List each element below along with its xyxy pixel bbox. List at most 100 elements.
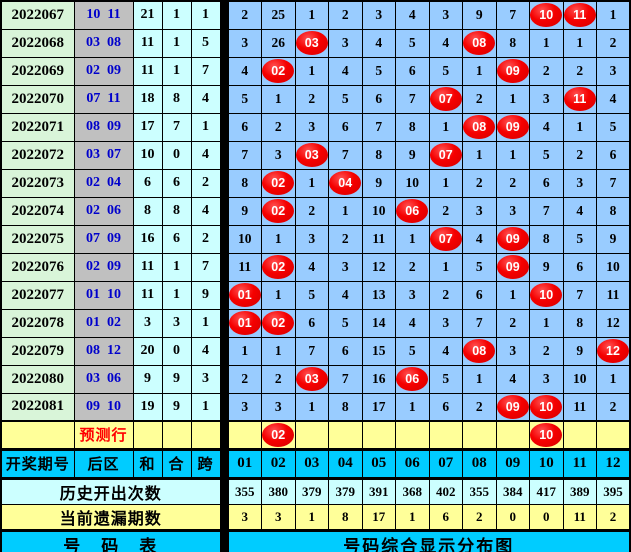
miss-count-cell: 5 — [395, 336, 430, 366]
number-column-header: 06 — [395, 447, 430, 480]
miss-count-cell: 9 — [562, 336, 597, 366]
drawn-ball-cell: 07 — [428, 140, 463, 170]
drawn-ball-cell: 07 — [428, 224, 463, 254]
miss-count-cell: 3 — [227, 392, 262, 422]
span-cell: 4 — [190, 336, 221, 366]
back-zone-cell: 09 10 — [73, 392, 134, 422]
red-ball: 03 — [295, 31, 328, 55]
miss-count-cell: 6 — [227, 112, 262, 142]
miss-count-cell: 4 — [529, 112, 564, 142]
red-ball: 02 — [262, 171, 295, 195]
miss-count-cell: 1 — [428, 112, 463, 142]
miss-count-cell: 2 — [562, 140, 597, 170]
span-cell: 1 — [190, 308, 221, 338]
back-zone-cell: 02 09 — [73, 252, 134, 282]
header-combine: 合 — [161, 447, 192, 480]
miss-count-cell: 3 — [428, 308, 463, 338]
miss-count-cell: 3 — [495, 196, 530, 226]
miss-count-cell: 9 — [361, 168, 396, 198]
miss-count-cell: 2 — [596, 392, 631, 422]
span-cell: 4 — [190, 140, 221, 170]
miss-count-cell: 4 — [596, 84, 631, 114]
prediction-cell — [294, 420, 329, 450]
miss-count-cell: 2 — [495, 308, 530, 338]
drawn-ball-cell: 11 — [562, 84, 597, 114]
miss-count-cell: 4 — [361, 28, 396, 58]
miss-count-cell: 3 — [562, 168, 597, 198]
miss-count-cell: 4 — [462, 224, 497, 254]
combine-cell: 1 — [161, 28, 192, 58]
miss-count-cell: 7 — [328, 140, 363, 170]
section-divider — [219, 0, 229, 552]
miss-count-cell: 5 — [529, 140, 564, 170]
drawn-ball-cell: 10 — [529, 392, 564, 422]
miss-count-cell: 4 — [495, 364, 530, 394]
drawn-ball-cell: 09 — [495, 392, 530, 422]
miss-count-cell: 3 — [261, 392, 296, 422]
back-zone-cell: 01 10 — [73, 280, 134, 310]
period-cell: 2022076 — [0, 252, 75, 282]
miss-period-cell: 0 — [495, 503, 530, 531]
miss-count-cell: 11 — [227, 252, 262, 282]
table-row: 2022077 01 10 11 1 9 01 1 5 4 13 3 2 6 1 10 7 11 — [0, 280, 631, 310]
drawn-ball-cell: 02 — [261, 252, 296, 282]
combine-cell: 8 — [161, 196, 192, 226]
miss-count-cell: 1 — [529, 28, 564, 58]
miss-count-cell: 26 — [261, 28, 296, 58]
miss-count-cell: 1 — [462, 56, 497, 86]
miss-count-cell: 1 — [596, 364, 631, 394]
red-ball: 10 — [530, 3, 563, 28]
miss-count-cell: 3 — [227, 28, 262, 58]
back-zone-cell: 07 11 — [73, 84, 134, 114]
drawn-ball-cell: 10 — [529, 280, 564, 310]
red-ball: 02 — [262, 423, 295, 447]
number-column-header: 02 — [261, 447, 296, 480]
miss-count-cell: 7 — [227, 140, 262, 170]
miss-count-cell: 2 — [428, 196, 463, 226]
miss-count-cell: 7 — [328, 364, 363, 394]
table-row: 2022075 07 09 16 6 2 10 1 3 2 11 1 07 4 09 8 5 9 — [0, 224, 631, 254]
miss-count-cell: 7 — [462, 308, 497, 338]
current-miss-row: 当前遗漏期数 3 3 1 8 17 1 6 2 0 0 11 2 — [0, 503, 631, 531]
prediction-period-cell — [0, 420, 75, 450]
history-count-row: 历史开出次数 355 380 379 379 391 368 402 355 384 417 389 3… — [0, 477, 631, 505]
miss-count-cell: 7 — [495, 0, 530, 30]
red-ball: 11 — [563, 87, 596, 111]
header-back-zone: 后区 — [73, 447, 134, 480]
miss-count-cell: 3 — [428, 0, 463, 30]
miss-count-cell: 15 — [361, 336, 396, 366]
miss-count-cell: 2 — [428, 280, 463, 310]
miss-count-cell: 1 — [596, 0, 631, 30]
miss-count-cell: 3 — [529, 84, 564, 114]
history-count-cell: 380 — [261, 477, 296, 505]
red-ball: 06 — [396, 199, 429, 223]
back-zone-cell: 03 06 — [73, 364, 134, 394]
miss-count-cell: 17 — [361, 392, 396, 422]
miss-count-cell: 1 — [294, 0, 329, 30]
miss-count-cell: 2 — [294, 84, 329, 114]
back-zone-cell: 08 09 — [73, 112, 134, 142]
drawn-ball-cell: 02 — [261, 56, 296, 86]
red-ball: 11 — [563, 3, 596, 28]
miss-count-cell: 10 — [596, 252, 631, 282]
red-ball: 09 — [496, 394, 529, 419]
sum-cell: 16 — [132, 224, 163, 254]
miss-count-cell: 2 — [294, 196, 329, 226]
miss-count-cell: 5 — [428, 364, 463, 394]
miss-count-cell: 3 — [361, 0, 396, 30]
miss-period-cell: 17 — [361, 503, 396, 531]
sum-cell: 18 — [132, 84, 163, 114]
miss-count-cell: 5 — [294, 280, 329, 310]
miss-count-cell: 6 — [462, 280, 497, 310]
sum-cell: 10 — [132, 140, 163, 170]
miss-count-cell: 3 — [328, 252, 363, 282]
miss-count-cell: 2 — [462, 84, 497, 114]
span-cell: 9 — [190, 280, 221, 310]
header-span: 跨 — [190, 447, 221, 480]
table-row: 2022079 08 12 20 0 4 1 1 7 6 15 5 4 08 3 2 9 12 — [0, 336, 631, 366]
miss-count-cell: 2 — [529, 336, 564, 366]
span-cell: 1 — [190, 392, 221, 422]
prediction-row: 预测行 02 10 — [0, 420, 631, 450]
table-row: 2022071 08 09 17 7 1 6 2 3 6 7 8 1 08 09 4 1 5 — [0, 112, 631, 142]
